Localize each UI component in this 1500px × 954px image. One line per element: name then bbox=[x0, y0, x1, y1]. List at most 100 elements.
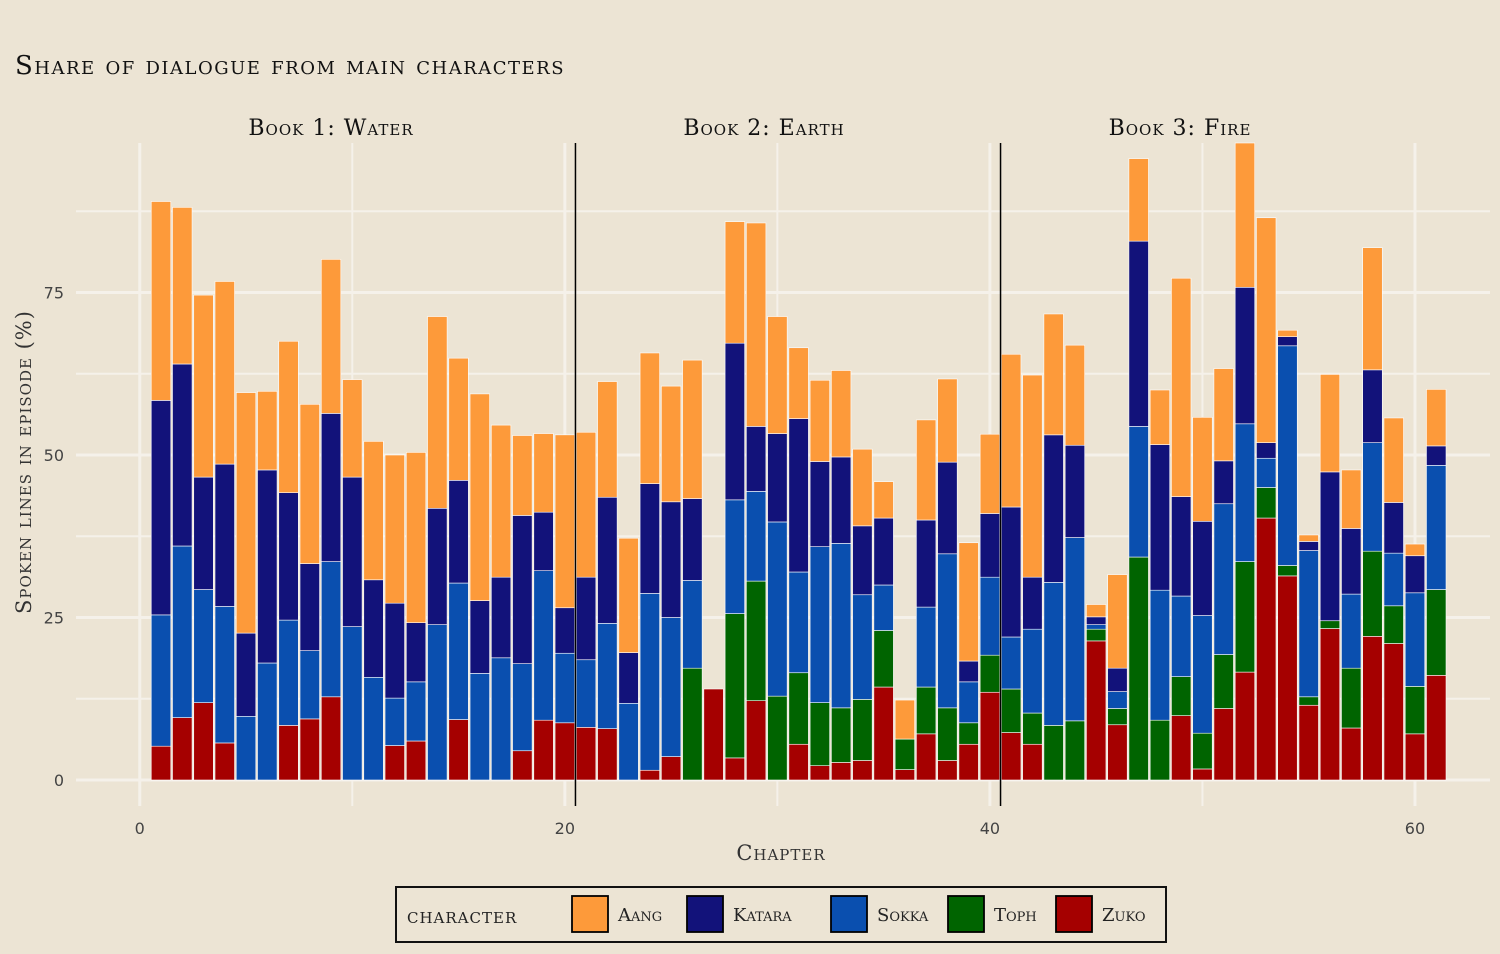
bar-zuko-ch8 bbox=[299, 718, 320, 781]
bar-katara-ch28 bbox=[724, 342, 745, 501]
bar-aang-ch57 bbox=[1341, 469, 1362, 529]
bar-aang-ch19 bbox=[533, 433, 554, 513]
bar-sokka-ch1 bbox=[150, 614, 172, 747]
bar-sokka-ch40 bbox=[979, 576, 1000, 656]
bar-zuko-ch1 bbox=[150, 745, 172, 781]
bar-aang-ch20 bbox=[554, 434, 575, 609]
bar-sokka-ch44 bbox=[1064, 537, 1086, 722]
bar-aang-ch36 bbox=[894, 699, 915, 740]
bar-aang-ch28 bbox=[724, 221, 745, 344]
bar-aang-ch24 bbox=[639, 352, 660, 484]
bar-katara-ch37 bbox=[916, 519, 937, 608]
legend-key-aang bbox=[571, 895, 609, 933]
bar-katara-ch43 bbox=[1043, 434, 1064, 583]
bar-sokka-ch42 bbox=[1022, 628, 1043, 714]
bar-zuko-ch45 bbox=[1086, 640, 1107, 781]
bar-sokka-ch50 bbox=[1192, 615, 1213, 734]
bar-katara-ch30 bbox=[767, 433, 788, 523]
bar-aang-ch41 bbox=[1001, 353, 1022, 508]
x-axis-title: Chapter bbox=[736, 841, 825, 865]
bar-katara-ch32 bbox=[809, 461, 830, 547]
bar-toph-ch55 bbox=[1298, 696, 1319, 706]
bar-aang-ch56 bbox=[1319, 374, 1341, 473]
bar-zuko-ch38 bbox=[937, 760, 958, 781]
x-tick-label: 0 bbox=[135, 819, 145, 838]
bar-aang-ch49 bbox=[1171, 277, 1192, 497]
bar-aang-ch11 bbox=[363, 441, 384, 581]
book-label: Book 2: Earth bbox=[683, 116, 844, 141]
bar-sokka-ch57 bbox=[1341, 593, 1362, 669]
bar-sokka-ch22 bbox=[597, 623, 618, 729]
bar-aang-ch30 bbox=[767, 316, 788, 434]
bar-zuko-ch36 bbox=[894, 769, 915, 781]
bar-zuko-ch28 bbox=[724, 757, 745, 781]
bar-aang-ch22 bbox=[597, 381, 618, 498]
bar-katara-ch45 bbox=[1086, 616, 1107, 625]
bar-toph-ch49 bbox=[1171, 676, 1192, 716]
bar-aang-ch53 bbox=[1256, 217, 1277, 443]
bar-zuko-ch32 bbox=[809, 765, 830, 781]
bar-sokka-ch24 bbox=[639, 593, 660, 771]
bar-toph-ch47 bbox=[1128, 556, 1149, 781]
bar-aang-ch1 bbox=[150, 201, 172, 401]
bar-aang-ch51 bbox=[1213, 368, 1234, 462]
bar-katara-ch31 bbox=[788, 418, 809, 573]
bar-aang-ch16 bbox=[469, 393, 490, 601]
bar-katara-ch3 bbox=[193, 476, 214, 590]
bar-sokka-ch52 bbox=[1234, 423, 1256, 562]
bar-sokka-ch38 bbox=[937, 553, 958, 709]
bar-katara-ch23 bbox=[618, 652, 639, 704]
bar-sokka-ch18 bbox=[512, 663, 533, 752]
bar-aang-ch10 bbox=[342, 379, 363, 478]
bar-toph-ch39 bbox=[958, 722, 979, 745]
bar-sokka-ch2 bbox=[172, 545, 193, 718]
bar-katara-ch46 bbox=[1107, 667, 1128, 692]
bar-katara-ch44 bbox=[1064, 444, 1086, 538]
x-tick-label: 20 bbox=[555, 819, 575, 838]
bar-zuko-ch40 bbox=[979, 691, 1000, 781]
bar-zuko-ch61 bbox=[1426, 675, 1447, 781]
bar-zuko-ch25 bbox=[661, 756, 682, 781]
bar-aang-ch31 bbox=[788, 347, 809, 419]
y-tick-label: 75 bbox=[44, 284, 64, 303]
bar-sokka-ch8 bbox=[299, 650, 320, 720]
bar-sokka-ch12 bbox=[384, 697, 405, 746]
bar-katara-ch20 bbox=[554, 607, 575, 654]
bar-sokka-ch28 bbox=[724, 499, 745, 614]
bar-katara-ch58 bbox=[1362, 369, 1383, 443]
bar-aang-ch59 bbox=[1383, 417, 1404, 503]
bar-aang-ch4 bbox=[214, 281, 235, 465]
bar-zuko-ch60 bbox=[1404, 733, 1426, 781]
bar-sokka-ch23 bbox=[618, 702, 639, 781]
bar-aang-ch17 bbox=[490, 424, 512, 578]
bar-aang-ch2 bbox=[172, 207, 193, 365]
legend-label-sokka: Sokka bbox=[877, 905, 929, 926]
bar-zuko-ch29 bbox=[746, 700, 767, 781]
legend-label-zuko: Zuko bbox=[1102, 905, 1145, 926]
book-dividers bbox=[574, 143, 1002, 806]
bar-zuko-ch51 bbox=[1213, 708, 1234, 781]
bar-katara-ch48 bbox=[1149, 444, 1171, 591]
bar-sokka-ch49 bbox=[1171, 595, 1192, 677]
bar-zuko-ch34 bbox=[852, 760, 873, 781]
bar-sokka-ch34 bbox=[852, 594, 873, 700]
bar-aang-ch25 bbox=[661, 385, 682, 503]
bar-aang-ch37 bbox=[916, 419, 937, 521]
bar-sokka-ch5 bbox=[235, 715, 257, 781]
bar-sokka-ch39 bbox=[958, 681, 979, 724]
bar-sokka-ch29 bbox=[746, 491, 767, 582]
bar-sokka-ch16 bbox=[469, 673, 490, 781]
bar-sokka-ch37 bbox=[916, 606, 937, 688]
bar-zuko-ch56 bbox=[1319, 628, 1341, 781]
bar-katara-ch35 bbox=[873, 517, 894, 586]
bar-sokka-ch58 bbox=[1362, 442, 1383, 552]
bar-katara-ch49 bbox=[1171, 496, 1192, 597]
bar-katara-ch12 bbox=[384, 602, 405, 699]
legend-key-zuko bbox=[1055, 895, 1093, 933]
legend-key-toph bbox=[947, 895, 985, 933]
chart-title: Share of dialogue from main characters bbox=[15, 51, 565, 81]
bar-katara-ch42 bbox=[1022, 576, 1043, 630]
bar-aang-ch52 bbox=[1234, 142, 1256, 288]
bar-aang-ch18 bbox=[512, 435, 533, 516]
bar-toph-ch58 bbox=[1362, 550, 1383, 637]
